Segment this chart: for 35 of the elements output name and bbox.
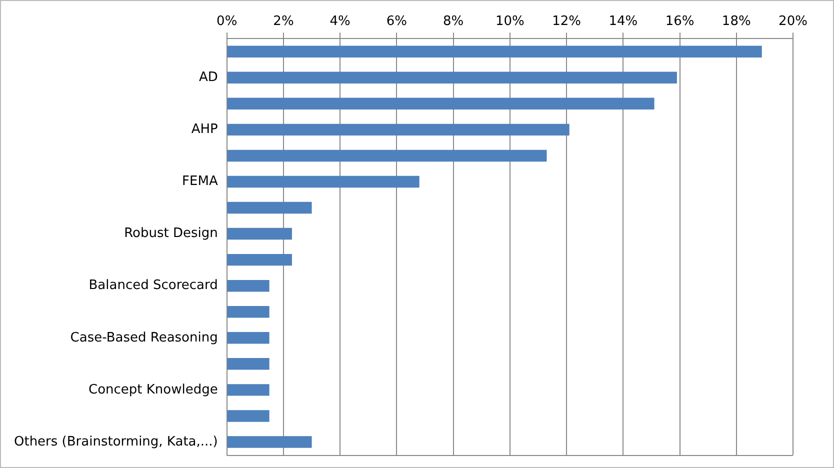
- x-tick-label: 20%: [778, 14, 808, 30]
- x-tick-label: 10%: [495, 14, 524, 30]
- y-tick-label: Case-Based Reasoning: [70, 330, 218, 346]
- bar: [227, 410, 270, 422]
- bar: [227, 202, 312, 214]
- y-tick-label: AHP: [191, 122, 218, 138]
- bar: [227, 280, 270, 292]
- x-tick-label: 14%: [608, 14, 638, 30]
- bar: [227, 46, 762, 58]
- bar: [227, 332, 270, 344]
- bar: [227, 306, 270, 318]
- bar: [227, 254, 292, 266]
- y-tick-label: AD: [198, 70, 218, 86]
- x-tick-label: 2%: [273, 14, 294, 30]
- y-tick-label: Balanced Scorecard: [88, 278, 218, 294]
- bar: [227, 176, 420, 188]
- x-tick-label: 6%: [386, 14, 408, 30]
- bar: [227, 72, 677, 84]
- y-tick-label: Robust Design: [124, 226, 218, 242]
- bar: [227, 436, 312, 448]
- y-tick-label: Concept Knowledge: [88, 382, 218, 398]
- y-tick-label: FEMA: [182, 174, 218, 190]
- x-tick-label: 12%: [552, 14, 581, 30]
- bar: [227, 358, 270, 370]
- x-tick-label: 18%: [722, 14, 751, 30]
- bar: [227, 228, 292, 240]
- bar: [227, 98, 654, 110]
- x-tick-label: 0%: [216, 14, 238, 30]
- y-tick-label: Others (Brainstorming, Kata,...): [14, 434, 218, 450]
- bar: [227, 150, 547, 162]
- x-tick-label: 4%: [330, 14, 350, 30]
- x-tick-label: 16%: [665, 14, 694, 30]
- bar: [227, 384, 270, 396]
- x-tick-label: 8%: [443, 14, 464, 30]
- bar: [227, 124, 570, 136]
